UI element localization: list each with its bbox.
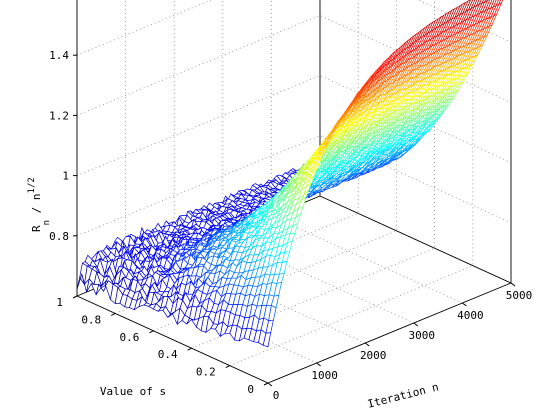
mesh-cell: [481, 0, 486, 5]
y-tick-mark: [110, 312, 116, 316]
axis-ticks: 0 1000 2000 3000 4000 5000 0 0.2 0.4 0.6 0.8 1 0.8 1 1…: [49, 0, 532, 402]
z-tick-label: 1.4: [49, 49, 69, 62]
y-axis-label: Value of s: [100, 385, 166, 398]
y-tick-label: 0.6: [120, 331, 140, 344]
x-tick-mark: [316, 362, 321, 367]
mesh-cell: [495, 0, 501, 7]
x-tick-label: 4000: [457, 309, 484, 322]
y-tick-mark: [187, 347, 192, 351]
z-label-sup: 1/2: [27, 177, 37, 193]
z-tick-label: 1: [62, 170, 69, 183]
y-tick-mark: [225, 365, 231, 369]
y-tick-mark: [263, 382, 269, 386]
mesh-cell: [473, 0, 480, 8]
x-tick-mark: [462, 302, 467, 307]
mesh-cell: [475, 0, 482, 7]
y-tick-label: 0.2: [196, 366, 216, 379]
x-tick-mark: [510, 282, 516, 287]
z-label-R: R: [30, 225, 43, 232]
x-tick-mark: [413, 322, 419, 327]
x-tick-label: 2000: [360, 349, 387, 362]
y-tick-label: 1: [56, 296, 63, 309]
x-axis-label: Iteration n: [366, 380, 440, 410]
z-axis-label: Rn / n1/2: [27, 177, 52, 232]
y-tick-label: 0.8: [81, 313, 101, 326]
axis-edge: [319, 195, 512, 284]
mesh-cell: [498, 0, 504, 6]
x-tick-label: 1000: [311, 369, 338, 382]
x-tick-label: 0: [273, 389, 280, 402]
y-tick-mark: [149, 330, 154, 334]
axis-edge: [76, 295, 269, 384]
x-tick-label: 3000: [409, 329, 436, 342]
mesh-cell: [478, 0, 484, 5]
mesh-cell: [492, 0, 499, 8]
z-tick-label: 1.6: [49, 0, 69, 2]
z-label-sub: n: [42, 220, 52, 225]
z-label-mid: / n: [30, 193, 43, 220]
z-tick-label: 1.2: [49, 109, 69, 122]
mesh-cell: [262, 332, 272, 348]
y-tick-label: 0.4: [158, 348, 178, 361]
svg-text:Rn / n1/2: Rn / n1/2: [27, 177, 52, 232]
x-tick-label: 5000: [506, 289, 533, 302]
y-tick-mark: [72, 295, 78, 299]
axis-edge: [267, 282, 512, 384]
mesh-surface: [76, 0, 504, 348]
x-tick-mark: [267, 382, 273, 387]
y-tick-label: 0: [247, 383, 254, 396]
x-tick-mark: [364, 342, 370, 347]
z-tick-label: 0.8: [49, 230, 69, 243]
